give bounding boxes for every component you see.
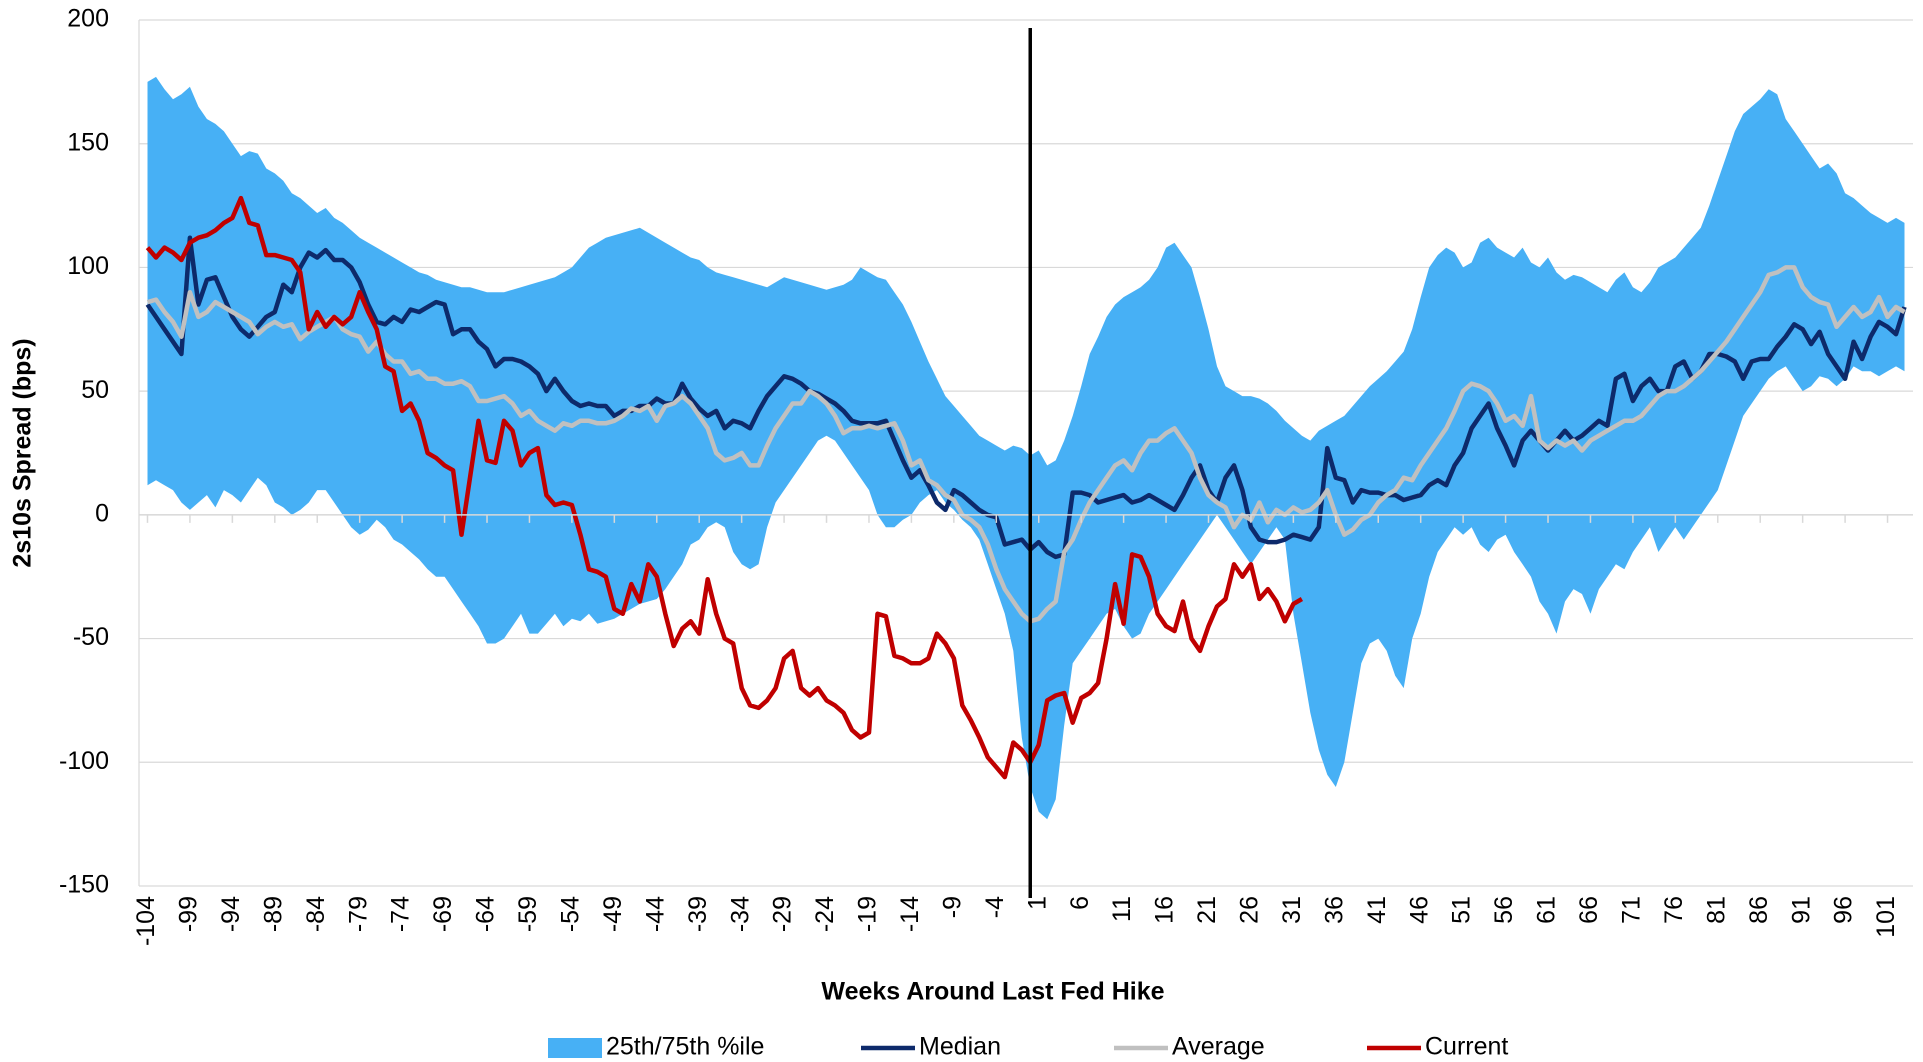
legend-label: Median [919, 1033, 1001, 1061]
x-tick-label: 66 [1575, 896, 1603, 924]
y-axis-title: 2s10s Spread (bps) [9, 338, 37, 567]
x-tick-label: 21 [1193, 896, 1221, 924]
y-tick-label: 200 [67, 5, 109, 33]
x-tick-label: -19 [854, 896, 882, 932]
band-area [147, 76, 1905, 820]
y-tick-label: -50 [73, 623, 109, 651]
x-tick-label: 36 [1320, 896, 1348, 924]
x-tick-label: -104 [132, 896, 160, 946]
x-tick-label: 101 [1872, 896, 1900, 938]
y-tick-label: -150 [59, 871, 109, 899]
x-tick-label: -99 [175, 896, 203, 932]
legend: 25th/75th %ile Median Average Current [548, 1033, 1508, 1061]
series-line [145, 235, 1907, 560]
x-tick-label: -54 [556, 896, 584, 932]
x-tick-label: 81 [1702, 896, 1730, 924]
x-tick-label: 6 [1066, 896, 1094, 910]
x-tick-label: -74 [387, 896, 415, 932]
x-tick-label: -44 [641, 896, 669, 932]
x-tick-label: -64 [472, 896, 500, 932]
x-tick-label: -49 [599, 896, 627, 932]
legend-label: Current [1425, 1033, 1508, 1061]
x-tick-label: 11 [1108, 896, 1136, 922]
x-tick-label: -94 [217, 896, 245, 932]
y-tick-label: 150 [67, 128, 109, 156]
x-tick-label: -39 [684, 896, 712, 932]
y-tick-label: 50 [81, 376, 109, 404]
y-tick-label: 100 [67, 252, 109, 280]
plot-area [145, 76, 1907, 820]
x-tick-label: -59 [514, 896, 542, 932]
x-tick-label: 41 [1363, 896, 1391, 924]
x-tick-label: 16 [1151, 896, 1179, 924]
x-tick-label: -4 [981, 896, 1009, 918]
series-line [146, 265, 1906, 624]
x-tick-label: -34 [726, 896, 754, 932]
series-line [145, 195, 1304, 780]
y-tick-label: 0 [95, 499, 109, 527]
x-tick-label: -14 [896, 896, 924, 932]
x-tick-label: 76 [1660, 896, 1688, 924]
x-tick-label: -29 [769, 896, 797, 932]
x-tick-label: 91 [1787, 896, 1815, 924]
x-axis-title: Weeks Around Last Fed Hike [821, 978, 1164, 1006]
y-tick-label: -100 [59, 747, 109, 775]
x-tick-label: -69 [429, 896, 457, 932]
x-tick-label: 56 [1490, 896, 1518, 924]
x-tick-label: -79 [344, 896, 372, 932]
x-tick-label: -9 [938, 896, 966, 918]
x-tick-label: 26 [1236, 896, 1264, 924]
x-tick-label: 96 [1830, 896, 1858, 924]
x-tick-label: -84 [302, 896, 330, 932]
x-tick-label: 46 [1405, 896, 1433, 924]
x-tick-label: -89 [259, 896, 287, 932]
legend-label: 25th/75th %ile [606, 1033, 764, 1061]
x-tick-label: 51 [1448, 896, 1476, 924]
x-tick-label: 31 [1278, 896, 1306, 924]
x-tick-label: 86 [1745, 896, 1773, 924]
x-tick-label: 71 [1618, 896, 1646, 924]
x-tick-label: -24 [811, 896, 839, 932]
x-tick-label: 1 [1023, 896, 1051, 910]
x-tick-label: 61 [1533, 896, 1561, 924]
legend-label: Average [1172, 1033, 1265, 1061]
legend-swatch [548, 1038, 602, 1058]
